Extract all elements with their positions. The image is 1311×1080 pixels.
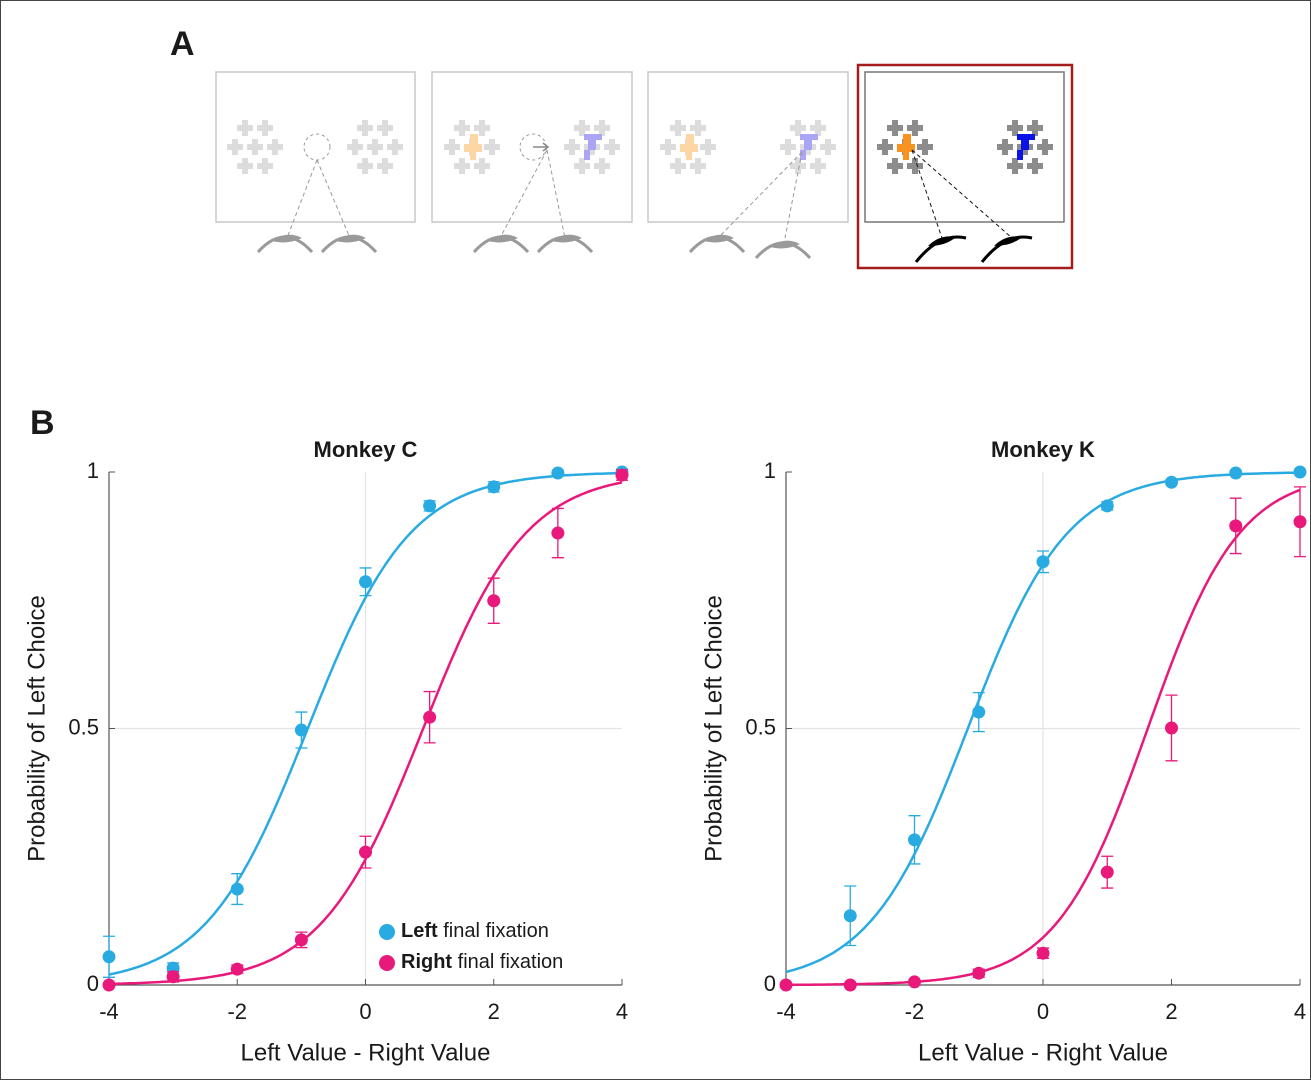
y-tick-label: 0.5: [68, 714, 99, 739]
y-tick-label: 0: [87, 971, 99, 996]
y-tick-label: 0: [764, 971, 776, 996]
data-point: [1293, 515, 1307, 529]
chart: Monkey K Left Value - Right Value Probabil…: [700, 437, 1307, 1066]
data-point: [1100, 865, 1114, 879]
task-diagram: [215, 63, 1074, 270]
data-point: [551, 466, 565, 480]
data-point: [972, 966, 986, 980]
data-point: [166, 970, 180, 984]
data-point: [1165, 721, 1178, 735]
data-point: [908, 833, 921, 847]
data-point: [843, 978, 857, 992]
data-point: [230, 882, 244, 896]
data-point: [779, 978, 793, 992]
y-axis-label: Probability of Left Choice: [700, 595, 727, 862]
data-point: [423, 710, 437, 724]
panel-label: B: [30, 404, 55, 442]
panel-label: A: [170, 25, 195, 63]
data-point: [1036, 946, 1050, 960]
y-tick-label: 1: [764, 458, 776, 483]
data-point: [487, 480, 501, 494]
legend-label: Right final fixation: [401, 951, 563, 973]
x-tick-label: 4: [1294, 999, 1306, 1024]
data-point: [359, 575, 372, 589]
data-point: [843, 909, 857, 923]
x-tick-label: 2: [488, 999, 500, 1024]
legend-marker: [379, 924, 395, 940]
y-axis-label: Probability of Left Choice: [23, 595, 50, 862]
data-point: [972, 705, 986, 719]
data-point: [1100, 499, 1114, 513]
data-point: [551, 526, 565, 540]
x-axis-label: Left Value - Right Value: [241, 1039, 491, 1066]
chart-title: Monkey C: [314, 437, 418, 462]
x-tick-label: 0: [1037, 999, 1049, 1024]
y-tick-label: 0.5: [745, 714, 776, 739]
data-point: [615, 468, 629, 482]
x-tick-label: -4: [99, 999, 119, 1024]
x-tick-label: -2: [905, 999, 925, 1024]
chart: Monkey C Left Value - Right Value Probabil…: [23, 437, 629, 1066]
x-tick-label: 4: [616, 999, 628, 1024]
data-point: [423, 499, 437, 513]
data-point: [1229, 519, 1243, 533]
x-axis-label: Left Value - Right Value: [918, 1039, 1168, 1066]
data-point: [102, 950, 116, 964]
data-point: [294, 723, 308, 737]
fit-curve: [108, 471, 623, 976]
y-tick-label: 1: [87, 458, 99, 483]
data-point: [487, 594, 501, 608]
data-point: [908, 975, 921, 989]
x-tick-label: 2: [1165, 999, 1177, 1024]
legend-marker: [379, 955, 395, 971]
data-point: [1036, 555, 1050, 569]
data-point: [359, 845, 372, 859]
fit-curve: [786, 488, 1301, 987]
data-point: [1293, 465, 1307, 479]
data-point: [294, 933, 308, 947]
legend-label: Left final fixation: [401, 920, 549, 942]
data-point: [102, 978, 116, 992]
x-tick-label: -4: [776, 999, 796, 1024]
data-point: [1165, 475, 1178, 489]
chart-title: Monkey K: [991, 437, 1095, 462]
data-point: [230, 962, 244, 976]
x-tick-label: -2: [227, 999, 247, 1024]
x-tick-label: 0: [359, 999, 371, 1024]
data-point: [1229, 466, 1243, 480]
